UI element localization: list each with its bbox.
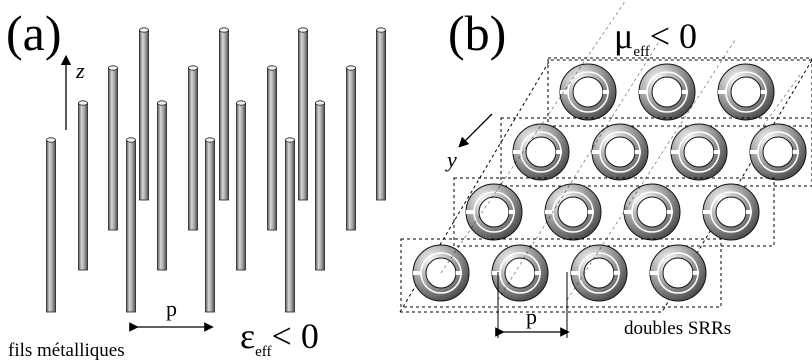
y-axis-arrow — [458, 113, 493, 148]
split-ring-resonator — [570, 244, 628, 302]
split-ring-resonator — [638, 63, 696, 121]
split-ring-resonator — [702, 183, 760, 241]
mu-symbol: μ — [614, 16, 633, 56]
metal-wire — [236, 100, 246, 271]
period-b-label: p — [526, 304, 537, 329]
metal-wire — [205, 137, 215, 313]
metal-wire — [188, 65, 198, 231]
metal-wire — [126, 137, 136, 313]
metal-wire — [157, 100, 167, 271]
split-ring-resonator — [749, 123, 807, 181]
panel-b-label: (b) — [448, 5, 506, 61]
y-axis-label: y — [445, 147, 457, 172]
split-ring-resonator — [512, 123, 570, 181]
metal-wire — [267, 65, 277, 231]
split-ring-resonator — [491, 244, 549, 302]
panel-a: (a) z p fils métalliques εeff< 0 — [6, 5, 386, 361]
metal-wire — [346, 65, 356, 231]
split-ring-resonator — [649, 244, 707, 302]
srr-row-outline — [400, 238, 722, 308]
metal-wire — [108, 65, 118, 231]
wire-array — [46, 27, 386, 313]
epsilon-symbol: ε — [240, 316, 255, 356]
metal-wire — [46, 137, 56, 313]
metal-wire — [315, 100, 325, 271]
split-ring-resonator — [559, 63, 617, 121]
epsilon-subscript: eff — [255, 344, 271, 360]
srr-caption: doubles SRRs — [624, 318, 731, 339]
split-ring-resonator — [465, 183, 523, 241]
panel-b: (b) μeff< 0 y p doubles SRRs — [399, 0, 812, 339]
epsilon-relation: < 0 — [272, 316, 319, 356]
split-ring-resonator — [717, 63, 775, 121]
mu-relation: < 0 — [650, 16, 697, 56]
metal-wire — [298, 27, 308, 201]
mu-subscript: eff — [633, 44, 649, 60]
split-ring-resonator — [670, 123, 728, 181]
metal-wire — [285, 137, 295, 313]
z-axis-label: z — [75, 58, 85, 83]
lattice-diagonal — [440, 0, 801, 301]
metal-wire — [219, 27, 229, 201]
split-ring-resonator — [623, 183, 681, 241]
period-a-label: p — [166, 296, 177, 321]
split-ring-resonator — [591, 123, 649, 181]
srr-row-outline — [547, 57, 812, 127]
split-ring-resonator — [544, 183, 602, 241]
metal-wire — [78, 100, 88, 271]
wires-caption: fils métalliques — [8, 340, 125, 361]
epsilon-condition: εeff< 0 — [240, 316, 319, 360]
srr-row-outline — [453, 177, 775, 247]
srr-array — [400, 0, 812, 308]
panel-a-label: (a) — [6, 5, 62, 61]
mu-condition: μeff< 0 — [614, 16, 697, 60]
metal-wire — [376, 27, 386, 201]
metal-wire — [139, 27, 149, 201]
